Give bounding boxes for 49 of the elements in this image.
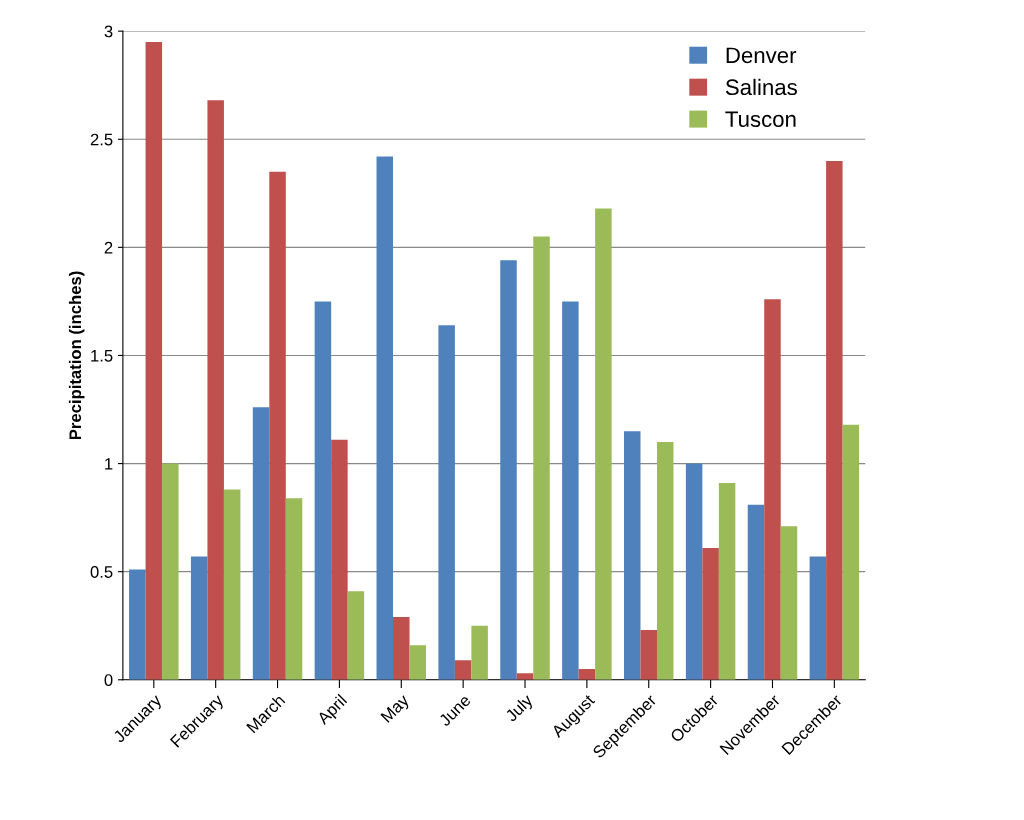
bar [842, 424, 860, 680]
bar [129, 569, 146, 680]
bar [516, 673, 534, 680]
y-axis-title: Precipitation (inches) [68, 271, 85, 440]
bar [252, 407, 270, 680]
y-tick-label: 1 [105, 458, 113, 470]
y-tick-label: 2.5 [90, 133, 113, 146]
y-tick-label: 3 [104, 25, 113, 38]
bar [562, 301, 579, 680]
bar [347, 591, 365, 680]
bar [162, 463, 179, 680]
bar [640, 630, 657, 680]
bar [376, 156, 394, 680]
y-tick-label: 0 [104, 674, 113, 686]
bar [764, 299, 781, 680]
bar [471, 625, 488, 680]
bar [438, 325, 455, 680]
y-tick-label: 1.5 [91, 350, 113, 362]
y-tick-label: 2 [104, 241, 113, 254]
bar [624, 431, 641, 680]
bar [454, 660, 472, 680]
bar [826, 160, 843, 680]
bar [809, 556, 827, 680]
bar [500, 260, 517, 680]
bar [393, 617, 410, 680]
bar [223, 489, 241, 680]
bar [533, 236, 550, 680]
x-tick-label: July [504, 693, 536, 725]
bar [190, 556, 208, 680]
legend-label: Denver [726, 47, 797, 64]
bar [314, 301, 332, 680]
x-tick-label: May [380, 693, 413, 726]
bar [145, 41, 163, 680]
bar [780, 526, 798, 680]
bar [409, 645, 427, 680]
bar [578, 668, 596, 680]
bar [685, 463, 703, 680]
bar [657, 441, 674, 680]
legend-label: Salinas [725, 78, 797, 96]
y-tick-label: 0.5 [90, 566, 113, 578]
bar [702, 547, 719, 680]
bar [747, 504, 765, 680]
bar [595, 208, 612, 680]
bar [269, 171, 286, 680]
bar [331, 439, 348, 680]
bar [718, 483, 736, 680]
legend-label: Tuscon [725, 111, 796, 128]
bar [207, 100, 224, 680]
bar [285, 498, 303, 680]
